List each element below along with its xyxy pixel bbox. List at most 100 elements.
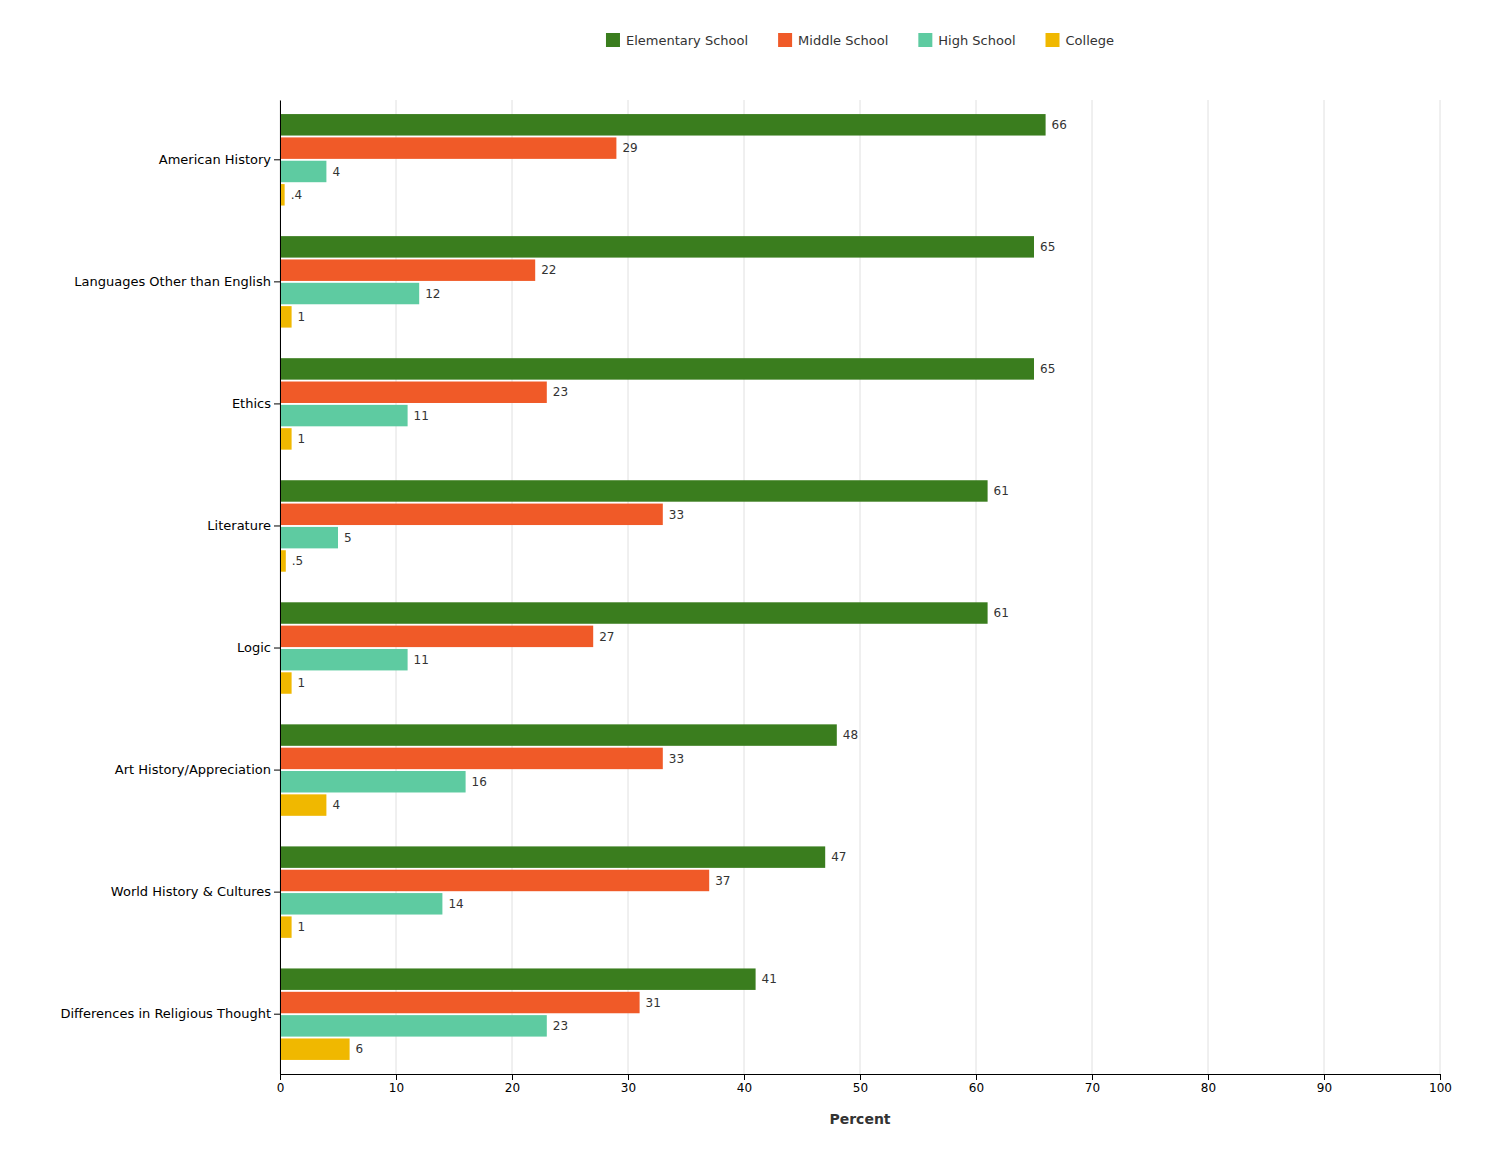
- data-label: 11: [414, 409, 429, 423]
- x-tick-label: 80: [1201, 1081, 1216, 1095]
- bar: [280, 283, 419, 304]
- data-label: 1: [298, 432, 306, 446]
- bars: [280, 114, 1046, 1060]
- bar: [280, 1015, 547, 1036]
- x-tick-mark: [280, 1074, 281, 1080]
- data-label: 48: [843, 728, 858, 742]
- data-label: 33: [669, 752, 684, 766]
- bar: [280, 916, 292, 937]
- bar: [280, 527, 338, 548]
- y-tick-label: Languages Other than English: [74, 274, 271, 289]
- bar: [280, 672, 292, 693]
- bar: [280, 259, 535, 280]
- bar: [280, 724, 837, 745]
- series-bars: [280, 137, 709, 1013]
- data-label: .4: [291, 188, 302, 202]
- bar: [280, 114, 1046, 135]
- bar: [280, 748, 663, 769]
- x-tick-label: 70: [1085, 1081, 1100, 1095]
- y-tick: Literature: [207, 518, 280, 533]
- bar: [280, 358, 1034, 379]
- y-tick-mark: [274, 892, 280, 893]
- x-axis-label: Percent: [829, 1111, 890, 1127]
- bar: [280, 893, 442, 914]
- x-tick: 10: [389, 1074, 404, 1095]
- x-tick: 40: [737, 1074, 752, 1095]
- data-label: 33: [669, 508, 684, 522]
- bar: [280, 382, 547, 403]
- series-bars: [280, 184, 350, 1060]
- bar: [280, 480, 988, 501]
- data-label: 23: [553, 1019, 568, 1033]
- data-labels: 6665656161484741292223332733373141211511…: [291, 118, 1067, 1056]
- data-label: .5: [292, 554, 303, 568]
- x-tick-label: 20: [505, 1081, 520, 1095]
- data-label: 14: [448, 897, 463, 911]
- bar: [280, 405, 408, 426]
- y-tick: Languages Other than English: [74, 274, 280, 289]
- x-tick-mark: [1324, 1074, 1325, 1080]
- legend-label: High School: [938, 33, 1015, 48]
- bar: [280, 602, 988, 623]
- series-bars: [280, 114, 1046, 990]
- legend-swatch: [918, 33, 932, 47]
- x-tick-label: 10: [389, 1081, 404, 1095]
- x-tick-mark: [1092, 1074, 1093, 1080]
- plot-area: 6665656161484741292223332733373141211511…: [60, 100, 1451, 1127]
- x-tick-label: 30: [621, 1081, 636, 1095]
- data-label: 16: [472, 775, 487, 789]
- data-label: 37: [715, 874, 730, 888]
- legend: Elementary SchoolMiddle SchoolHigh Schoo…: [606, 33, 1114, 48]
- bar: [280, 771, 466, 792]
- bar: [280, 649, 408, 670]
- x-axis-line: [281, 1075, 1441, 1081]
- x-tick-mark: [744, 1074, 745, 1080]
- data-label: 4: [332, 165, 340, 179]
- grid-line: [280, 100, 281, 1074]
- x-tick-mark: [396, 1074, 397, 1080]
- y-tick-label: Literature: [207, 518, 271, 533]
- legend-item: High School: [918, 33, 1015, 48]
- bar: [280, 236, 1034, 257]
- data-label: 1: [298, 676, 306, 690]
- legend-label: College: [1066, 33, 1115, 48]
- bar: [280, 626, 593, 647]
- chart-svg: 6665656161484741292223332733373141211511…: [0, 0, 1500, 1154]
- y-tick-mark: [274, 648, 280, 649]
- x-tick-label: 60: [969, 1081, 984, 1095]
- grid-line: [1208, 100, 1209, 1074]
- y-tick: Logic: [237, 640, 280, 655]
- data-label: 1: [298, 920, 306, 934]
- y-tick: Ethics: [232, 396, 280, 411]
- data-label: 12: [425, 287, 440, 301]
- legend-swatch: [778, 33, 792, 47]
- y-tick-label: World History & Cultures: [111, 884, 271, 899]
- y-tick-mark: [274, 525, 280, 526]
- y-tick-mark: [274, 770, 280, 771]
- y-tick-mark: [274, 403, 280, 404]
- x-tick: 50: [853, 1074, 868, 1095]
- x-tick: 20: [505, 1074, 520, 1095]
- bar: [280, 794, 326, 815]
- legend-swatch: [606, 33, 620, 47]
- bar: [280, 137, 616, 158]
- bar: [280, 428, 292, 449]
- grid-line: [1440, 100, 1441, 1074]
- y-tick-mark: [274, 159, 280, 160]
- y-tick: World History & Cultures: [111, 884, 280, 899]
- data-label: 4: [332, 798, 340, 812]
- legend-label: Elementary School: [626, 33, 748, 48]
- bar: [280, 1038, 350, 1059]
- x-axis: 0102030405060708090100: [277, 1074, 1452, 1095]
- data-label: 61: [994, 606, 1009, 620]
- x-tick: 0: [277, 1074, 285, 1095]
- x-tick-mark: [1440, 1074, 1441, 1080]
- bar: [280, 870, 709, 891]
- x-tick-mark: [512, 1074, 513, 1080]
- x-tick: 30: [621, 1074, 636, 1095]
- bar: [280, 968, 756, 989]
- legend-item: College: [1046, 33, 1115, 48]
- y-tick-mark: [274, 281, 280, 282]
- data-label: 61: [994, 484, 1009, 498]
- y-tick: Art History/Appreciation: [115, 762, 280, 777]
